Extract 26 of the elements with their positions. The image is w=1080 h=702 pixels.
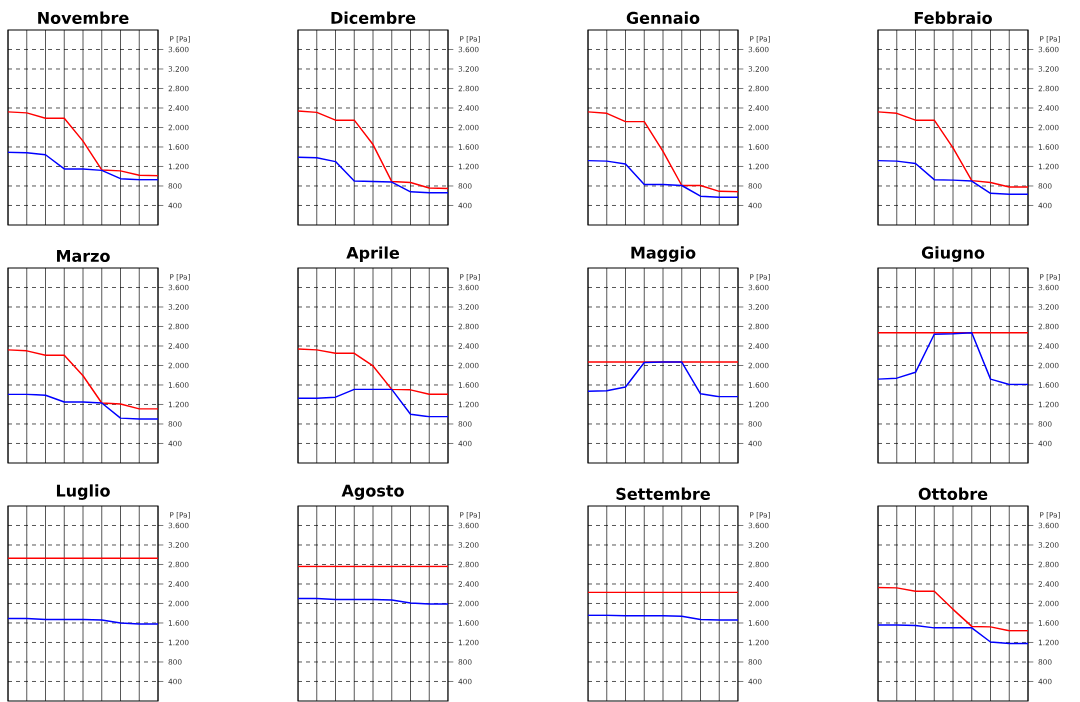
line-series bbox=[588, 159, 739, 198]
line-series bbox=[878, 159, 1029, 196]
line-series bbox=[878, 586, 1029, 632]
chart-title: Dicembre bbox=[331, 11, 416, 24]
chart-title: Maggio bbox=[631, 246, 696, 262]
line-series bbox=[298, 348, 449, 395]
chart-title: Giugno bbox=[921, 246, 985, 262]
chart-title: Settembre bbox=[616, 487, 710, 500]
chart-title: Gennaio bbox=[626, 11, 700, 24]
line-series bbox=[8, 151, 159, 181]
chart-title: Marzo bbox=[57, 250, 110, 262]
line-series bbox=[878, 111, 1029, 188]
chart-title: Agosto bbox=[341, 484, 404, 500]
chart-title: Febbraio bbox=[914, 11, 992, 24]
line-series bbox=[8, 111, 159, 177]
line-series bbox=[8, 393, 159, 420]
line-series bbox=[298, 110, 449, 190]
line-series bbox=[298, 156, 449, 194]
line-series bbox=[588, 111, 739, 193]
line-series bbox=[8, 349, 159, 410]
chart-title: Luglio bbox=[56, 484, 110, 500]
line-series bbox=[588, 361, 739, 398]
chart-title: Aprile bbox=[346, 246, 400, 262]
line-series bbox=[878, 332, 1029, 386]
chart-title: Ottobre bbox=[918, 487, 988, 500]
chart-title: Novembre bbox=[38, 11, 129, 24]
